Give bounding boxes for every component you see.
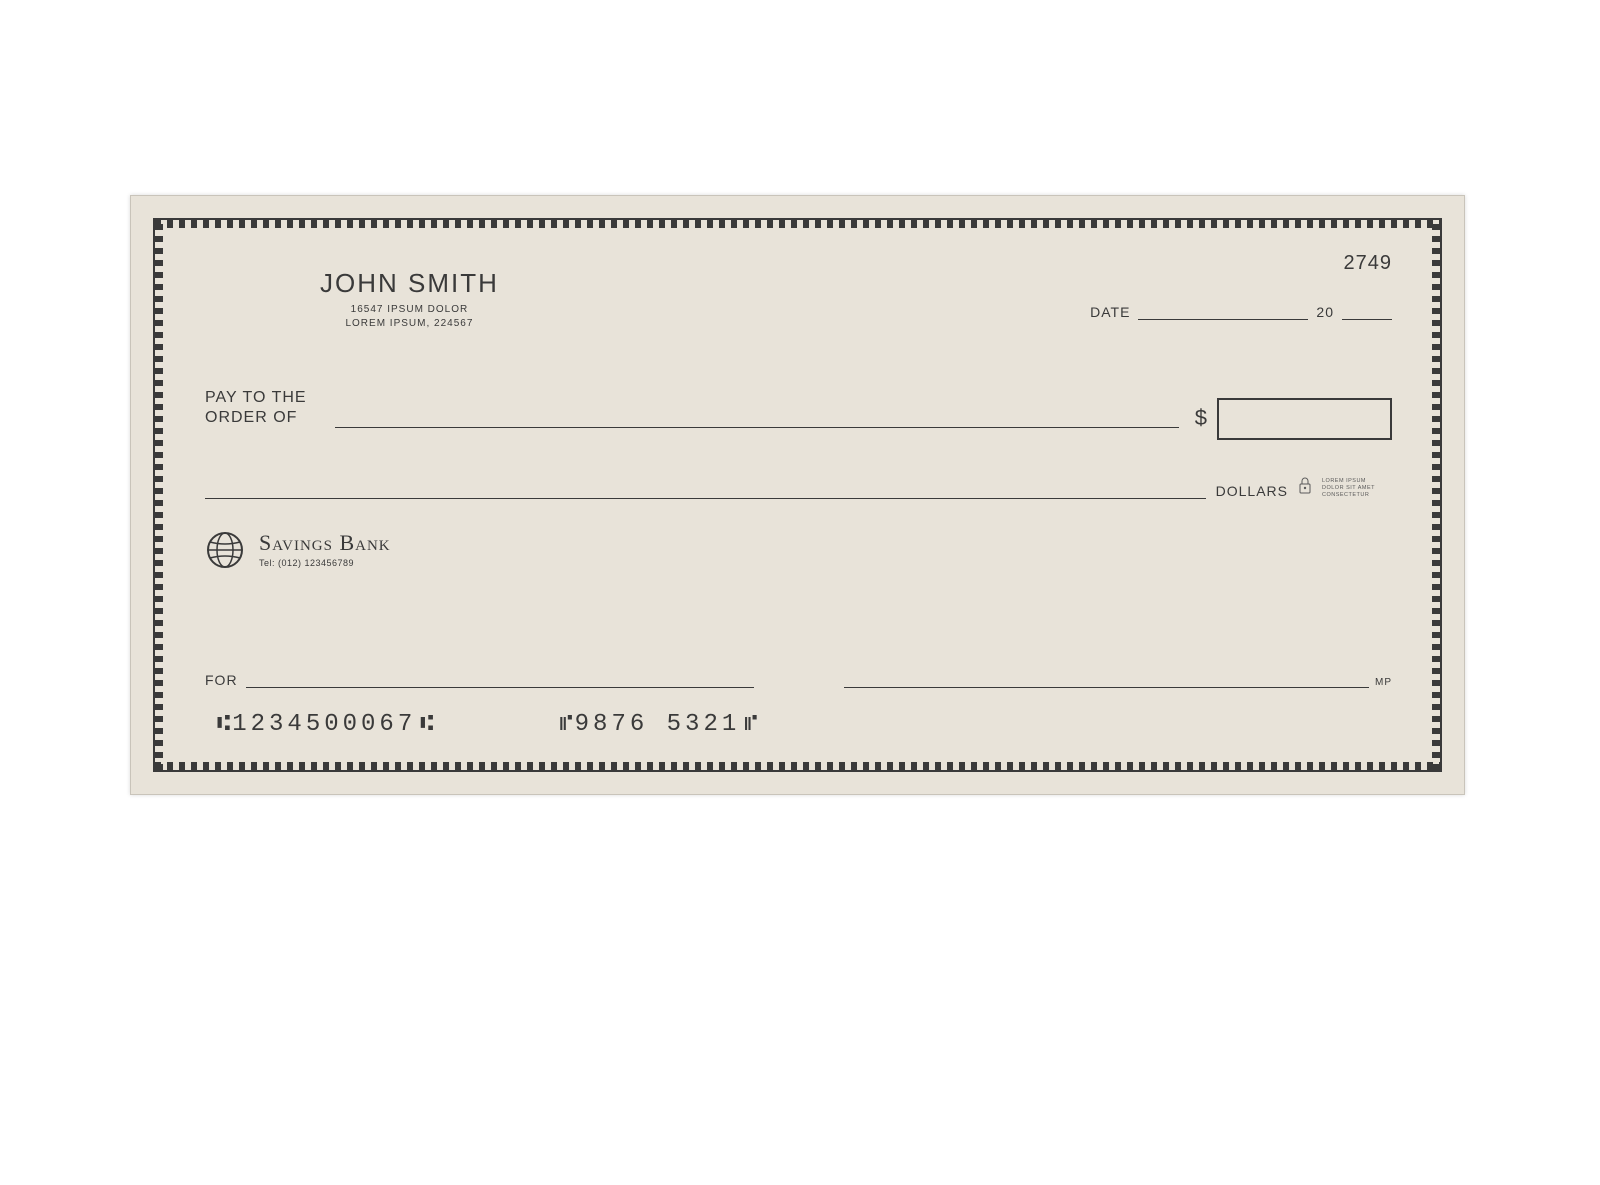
account-holder-name: JOHN SMITH — [320, 268, 499, 299]
bank-text: Savings Bank Tel: (012) 123456789 — [259, 530, 391, 568]
micr-account: ⑈9876 5321⑈ — [555, 711, 759, 738]
payee-input-line[interactable] — [335, 410, 1179, 428]
micr-sym-r2: ⑈ — [744, 712, 755, 737]
pay-to-block: PAY TO THE ORDER OF $ — [205, 388, 1392, 428]
micr-sym-l: ⑆ — [217, 712, 228, 737]
date-century: 20 — [1316, 304, 1334, 320]
date-input-line[interactable] — [1138, 304, 1308, 320]
signature-block: MP — [844, 672, 1393, 688]
mp-label: MP — [1375, 677, 1392, 688]
bank-tel: Tel: (012) 123456789 — [259, 558, 391, 568]
memo-block: FOR — [205, 672, 754, 688]
pay-to-label: PAY TO THE ORDER OF — [205, 388, 335, 428]
date-label: DATE — [1090, 304, 1130, 320]
addr-line-1: 16547 IPSUM DOLOR — [351, 304, 469, 315]
lock-icon — [1298, 476, 1312, 499]
sec-l2: DOLOR SIT AMET — [1322, 485, 1375, 491]
globe-icon — [205, 530, 245, 575]
bank-block: Savings Bank Tel: (012) 123456789 — [205, 530, 391, 575]
account-holder-address: 16547 IPSUM DOLOR LOREM IPSUM, 224567 — [320, 303, 499, 331]
bottom-row: FOR MP — [205, 672, 1392, 688]
check-content: JOHN SMITH 16547 IPSUM DOLOR LOREM IPSUM… — [185, 240, 1410, 750]
routing-number: 1234500067 — [232, 711, 416, 738]
addr-line-2: LOREM IPSUM, 224567 — [345, 318, 473, 329]
account-number: 9876 5321 — [575, 711, 741, 738]
micr-sym-l2: ⑆ — [420, 712, 431, 737]
memo-input-line[interactable] — [246, 672, 754, 688]
check-border: JOHN SMITH 16547 IPSUM DOLOR LOREM IPSUM… — [153, 218, 1442, 772]
micr-row: ⑆1234500067⑆ ⑈9876 5321⑈ — [213, 711, 759, 738]
amount-words-line[interactable] — [205, 481, 1206, 499]
currency-symbol: $ — [1195, 405, 1207, 431]
bank-check: JOHN SMITH 16547 IPSUM DOLOR LOREM IPSUM… — [130, 195, 1465, 795]
micr-routing: ⑆1234500067⑆ — [213, 711, 435, 738]
amount-box[interactable] — [1217, 398, 1392, 440]
payto-l1: PAY TO THE — [205, 389, 307, 406]
check-number: 2749 — [1344, 252, 1393, 275]
signature-line[interactable] — [844, 672, 1370, 688]
account-holder-block: JOHN SMITH 16547 IPSUM DOLOR LOREM IPSUM… — [320, 268, 499, 331]
dollars-row: DOLLARS LOREM IPSUM DOLOR SIT AMET CONSE… — [205, 476, 1392, 499]
sec-l3: CONSECTETUR — [1322, 492, 1369, 498]
payto-l2: ORDER OF — [205, 409, 297, 426]
date-year-line[interactable] — [1342, 304, 1392, 320]
for-label: FOR — [205, 672, 238, 688]
date-block: DATE 20 — [1090, 304, 1392, 320]
bank-name: Savings Bank — [259, 530, 391, 556]
security-note: LOREM IPSUM DOLOR SIT AMET CONSECTETUR — [1322, 478, 1392, 499]
micr-sym-r: ⑈ — [559, 712, 570, 737]
dollars-label: DOLLARS — [1216, 483, 1288, 499]
sec-l1: LOREM IPSUM — [1322, 478, 1366, 484]
